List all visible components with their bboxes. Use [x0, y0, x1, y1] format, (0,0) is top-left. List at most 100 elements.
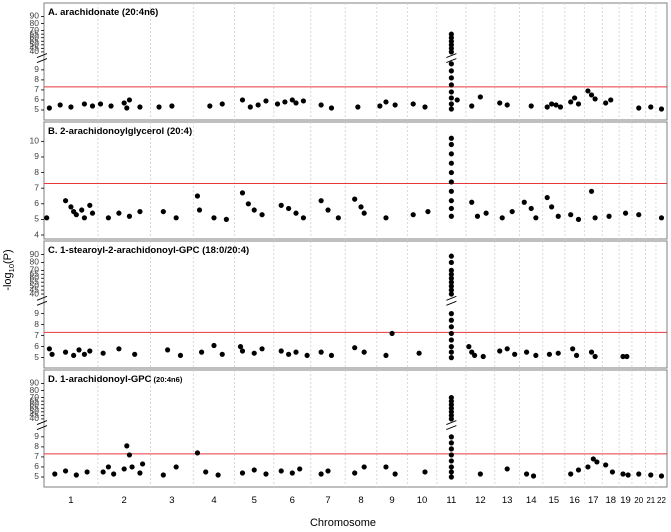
- snp-point: [318, 349, 324, 355]
- x-tick-label-chr9: 9: [389, 495, 394, 506]
- snp-point: [219, 351, 225, 357]
- snp-point: [448, 355, 454, 361]
- x-tick-label-chr6: 6: [290, 495, 295, 506]
- snp-point: [454, 97, 460, 103]
- x-tick-label-chr13: 13: [502, 495, 513, 506]
- snp-point: [448, 474, 454, 480]
- snp-point: [555, 213, 561, 219]
- snp-point: [504, 102, 510, 108]
- snp-point: [328, 105, 335, 111]
- x-tick-label-chr2: 2: [122, 495, 127, 506]
- snp-point: [528, 205, 534, 212]
- snp-point: [194, 193, 201, 199]
- snp-point: [448, 395, 454, 401]
- x-tick-label-chr15: 15: [549, 495, 560, 506]
- snp-point: [100, 350, 106, 356]
- y-tick-label: 6: [34, 461, 39, 471]
- snp-point: [318, 102, 324, 108]
- snp-point: [477, 94, 483, 100]
- snp-point: [68, 204, 74, 210]
- snp-point: [469, 103, 475, 109]
- snp-point: [223, 216, 229, 222]
- snp-point: [410, 101, 416, 107]
- snp-point: [648, 472, 654, 478]
- snp-point: [533, 352, 539, 359]
- snp-point: [636, 212, 642, 218]
- y-tick-label: 80: [30, 385, 40, 395]
- snp-point: [625, 472, 631, 478]
- x-tick-label-chr3: 3: [169, 495, 174, 506]
- axis-break-mark: [446, 53, 457, 63]
- snp-point: [126, 452, 133, 458]
- snp-point: [568, 471, 574, 477]
- snp-point: [73, 472, 79, 478]
- snp-point: [137, 208, 143, 215]
- x-axis-title: Chromosome: [310, 517, 376, 529]
- x-tick-label-chr18: 18: [605, 495, 616, 506]
- snp-point: [116, 346, 122, 352]
- snp-point: [448, 279, 454, 285]
- snp-point: [592, 353, 598, 360]
- snp-point: [251, 350, 257, 356]
- snp-point: [73, 212, 79, 218]
- snp-point: [448, 89, 454, 95]
- snp-point: [81, 215, 88, 221]
- snp-point: [361, 464, 367, 470]
- y-tick-label: 90: [30, 249, 40, 259]
- snp-point: [198, 349, 205, 355]
- snp-point: [328, 352, 335, 359]
- snp-point: [383, 215, 389, 221]
- axis-break-mark: [36, 295, 48, 306]
- y-tick-label: 10: [30, 136, 40, 146]
- snp-point: [124, 443, 130, 449]
- snp-point: [448, 75, 454, 81]
- snp-point: [211, 342, 217, 349]
- y-tick-label: 70: [30, 25, 40, 35]
- snp-point: [575, 467, 582, 473]
- snp-point: [592, 96, 598, 102]
- y-tick-label: 5: [34, 214, 39, 224]
- y-tick-label: 9: [34, 308, 39, 318]
- y-tick-label: 8: [34, 441, 39, 451]
- snp-point: [448, 452, 454, 458]
- snp-point: [448, 287, 454, 293]
- snp-point: [499, 215, 505, 221]
- snp-point: [126, 97, 133, 103]
- snp-point: [557, 104, 564, 110]
- snp-point: [509, 208, 515, 215]
- snp-point: [425, 208, 431, 215]
- snp-point: [126, 213, 133, 219]
- snp-point: [448, 31, 454, 37]
- snp-point: [575, 101, 582, 107]
- x-tick-label-chr8: 8: [358, 495, 363, 506]
- snp-point: [571, 95, 578, 101]
- snp-point: [544, 104, 550, 110]
- snp-point: [160, 208, 166, 215]
- snp-point: [544, 194, 550, 201]
- y-tick-label: 6: [34, 94, 39, 104]
- snp-point: [590, 456, 596, 462]
- snp-point: [533, 215, 539, 221]
- snp-point: [448, 213, 454, 219]
- snp-point: [111, 471, 117, 477]
- snp-point: [585, 88, 591, 94]
- panel-title: B. 2-arachidonoylglycerol (20:4): [48, 126, 192, 137]
- snp-point: [57, 102, 63, 108]
- snp-point: [84, 469, 90, 475]
- snp-point: [416, 350, 422, 356]
- snp-point: [289, 470, 295, 476]
- snp-point: [355, 104, 361, 110]
- snp-point: [121, 100, 127, 106]
- snp-point: [335, 215, 341, 221]
- snp-point: [448, 446, 454, 452]
- x-tick-label-chr11: 11: [446, 495, 456, 506]
- snp-point: [585, 464, 591, 470]
- snp-point: [448, 160, 454, 166]
- panel-frame: [43, 369, 668, 488]
- snp-point: [448, 106, 454, 112]
- snp-point: [389, 330, 395, 337]
- y-tick-label: 80: [30, 18, 40, 28]
- panel-title: A. arachidonate (20:4n6): [48, 7, 158, 18]
- x-tick-label-chr1: 1: [68, 495, 73, 506]
